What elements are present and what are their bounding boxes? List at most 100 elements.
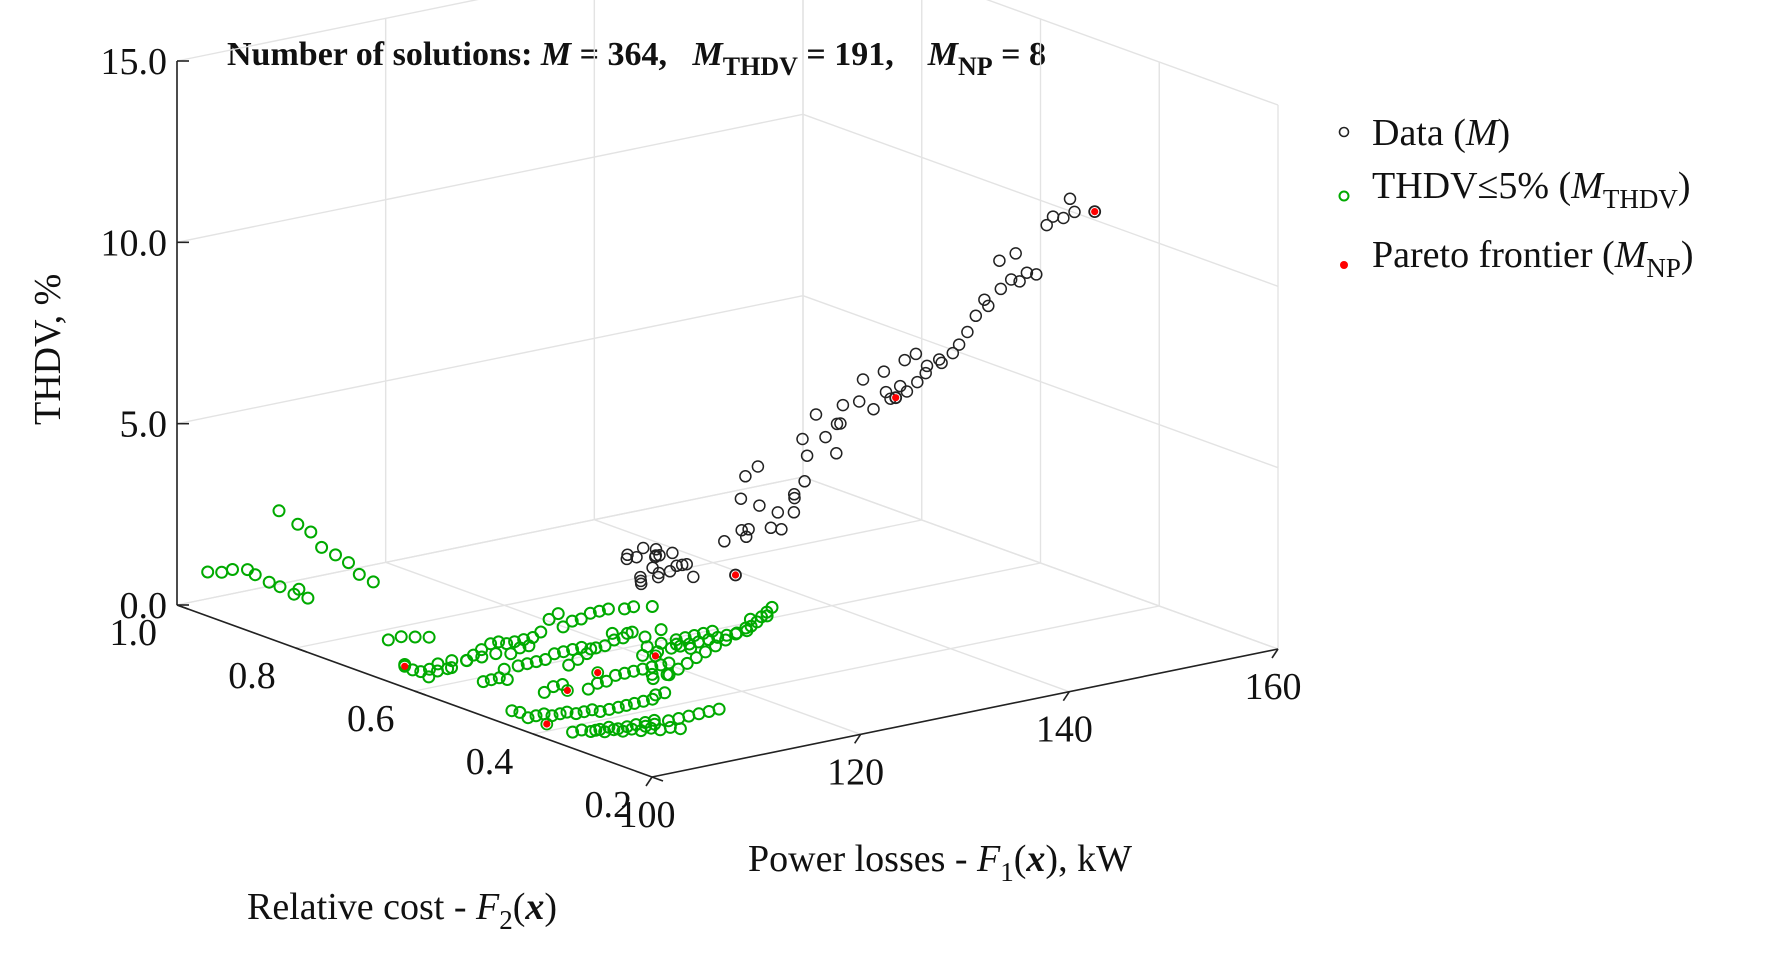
data-point [666, 546, 679, 560]
data-point [771, 506, 785, 519]
thdv-point [422, 630, 436, 644]
y-tick-mark [295, 647, 308, 653]
legend-marker-thdv [1338, 190, 1350, 202]
pareto-point [401, 662, 409, 670]
pareto-point [1091, 208, 1099, 216]
data-point [909, 347, 923, 361]
data-point [919, 366, 932, 380]
thdv-point [201, 565, 215, 579]
data-point [651, 570, 665, 584]
x-tick-mark [1062, 691, 1070, 702]
data-point [1057, 211, 1070, 225]
y-tick-mark [414, 690, 426, 696]
data-point [680, 557, 693, 571]
data-point [1013, 275, 1026, 288]
data-point [994, 282, 1008, 296]
x-tick-mark [1271, 648, 1279, 659]
thdv-point [598, 639, 612, 653]
thdv-point [566, 725, 580, 739]
thdv-point [366, 575, 380, 589]
legend: Data (M) THDV≤5% (MTHDV) Pareto frontier… [1338, 112, 1694, 283]
data-point [946, 346, 960, 360]
thdv-point [547, 647, 561, 661]
thdv-point [638, 630, 652, 644]
thdv-point [500, 673, 514, 686]
data-point [911, 375, 924, 389]
data-point [1040, 218, 1053, 232]
grid [176, 0, 1279, 778]
thdv-point [492, 671, 506, 685]
data-point [739, 530, 753, 544]
data-point [920, 359, 934, 373]
data-point [753, 499, 766, 512]
legend-entry-pareto: Pareto frontier (MNP) [1340, 234, 1694, 283]
thdv-point [292, 582, 306, 596]
data-point [687, 570, 700, 584]
thdv-point [513, 705, 527, 719]
data-point [1030, 268, 1043, 281]
thdv-point [660, 668, 674, 681]
grid-wall-z [985, 0, 1279, 106]
thdv-point [592, 604, 606, 618]
thdv-point [712, 702, 726, 716]
thdv-point [475, 650, 489, 664]
legend-label-pareto: Pareto frontier (MNP) [1372, 234, 1694, 283]
thdv-point [475, 643, 488, 657]
data-point [961, 325, 974, 339]
pareto-outline [649, 649, 662, 663]
data-point [675, 558, 689, 572]
thdv-point [422, 670, 436, 684]
thdv-point [484, 637, 498, 651]
pareto-outline [540, 717, 554, 731]
thdv-point [607, 633, 621, 647]
grid-wall-z [802, 295, 1279, 469]
thdv-point [301, 591, 315, 605]
thdv-point [272, 504, 286, 518]
thdv-point [560, 705, 574, 719]
thdv-point [581, 682, 595, 696]
data-point [751, 460, 765, 473]
thdv-point [566, 643, 580, 656]
data-point [649, 549, 663, 562]
y-tick-mark [651, 776, 664, 782]
thdv-point [765, 600, 779, 614]
data-point [1009, 247, 1022, 260]
grid-floor-y [414, 562, 1041, 692]
data-point [798, 475, 811, 488]
data-point [867, 402, 880, 416]
thdv-point [664, 641, 678, 655]
data-point [935, 356, 948, 370]
z-tick-label: 10.0 [101, 222, 168, 264]
thdv-point [329, 548, 342, 562]
data-point [742, 523, 755, 536]
thdv-point [589, 723, 603, 737]
thdv-point [689, 651, 703, 665]
thdv-point [513, 641, 527, 655]
z-axis-label: THDV, % [27, 274, 69, 425]
pareto-point [563, 686, 572, 695]
data-point [788, 491, 801, 505]
thdv-point [709, 639, 722, 653]
thdv-point [744, 619, 758, 633]
pareto-outline [561, 684, 574, 697]
thdv-point [381, 633, 395, 647]
thdv-point [644, 721, 658, 735]
legend-label-data: Data (M) [1372, 112, 1510, 154]
thdv-point [574, 612, 588, 626]
grid-floor-y [533, 605, 1160, 735]
pareto-point [543, 720, 551, 728]
data-point [898, 353, 911, 367]
thdv-point [248, 568, 262, 582]
thdv-point [658, 686, 672, 700]
x-tick-mark [645, 776, 653, 787]
thdv-point [553, 707, 567, 721]
thdv-point [601, 602, 615, 616]
thdv-point [406, 663, 420, 677]
thdv-point [529, 655, 543, 669]
thdv-point [598, 725, 612, 739]
data-point [620, 552, 634, 566]
thdv-point [520, 657, 534, 671]
thdv-point [505, 704, 519, 718]
data-point [1004, 273, 1018, 286]
